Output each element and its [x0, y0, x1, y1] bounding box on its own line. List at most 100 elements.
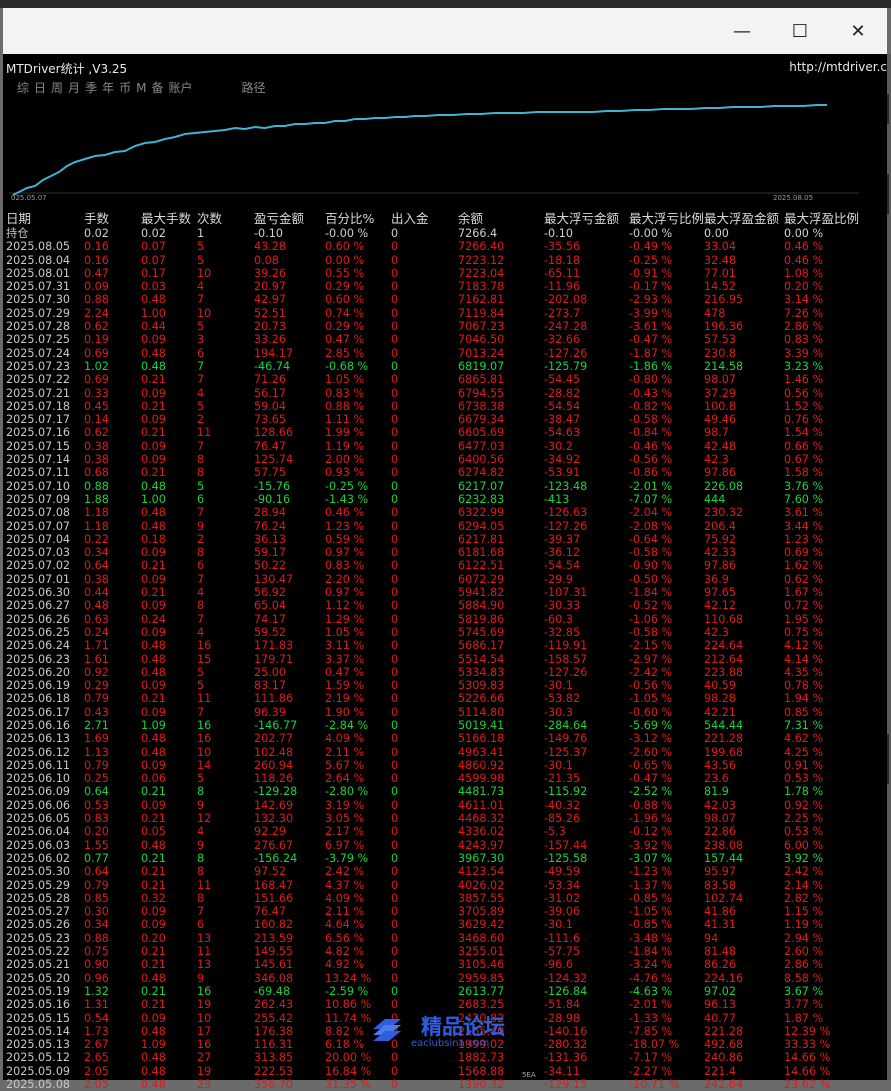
table-cell: 1.31	[84, 998, 109, 1012]
table-cell: 0.21	[141, 851, 166, 865]
tab-7[interactable]: M	[136, 81, 147, 95]
table-cell: 0	[391, 320, 399, 334]
table-cell: 36.9	[704, 572, 729, 586]
table-cell: 4123.54	[458, 865, 505, 879]
table-cell: 4	[197, 386, 205, 400]
table-cell: 3.77 %	[784, 998, 824, 1012]
table-cell: 22.86	[704, 825, 737, 839]
table-cell: 2025.06.27	[6, 599, 71, 613]
table-cell: 5819.86	[458, 612, 505, 626]
table-cell: 0.59 %	[325, 532, 365, 546]
table-cell: 2025.05.22	[6, 945, 71, 959]
table-cell: 230.32	[704, 506, 744, 520]
table-cell: 0	[391, 413, 399, 427]
table-row: 2025.07.08 1.18 0.48 7 28.94 0.46 % 0 6322.99 -1…	[6, 506, 863, 519]
table-cell: 95.97	[704, 865, 737, 879]
table-row: 2025.07.04 0.22 0.18 2 36.13 0.59 % 0 6217.81 -3…	[6, 533, 863, 546]
table-cell: -5.3	[544, 825, 566, 839]
table-cell: 0.93 %	[325, 466, 365, 480]
table-cell: 5226.66	[458, 692, 505, 706]
table-cell: 13.24 %	[325, 971, 372, 985]
table-cell: 74.17	[254, 612, 287, 626]
table-cell: 0.96	[84, 971, 109, 985]
table-cell: 2025.08.04	[6, 253, 71, 267]
tab-5[interactable]: 年	[102, 81, 115, 95]
tab-8[interactable]: 备	[151, 81, 164, 95]
table-cell: 1.78 %	[784, 785, 824, 799]
table-row: 2025.06.20 0.92 0.48 5 25.00 0.47 % 0 5334.83 -1…	[6, 666, 863, 679]
table-cell: 149.55	[254, 945, 294, 959]
table-row: 2025.05.22 0.75 0.21 11 149.55 4.82 % 0 3255.01…	[6, 945, 863, 958]
table-cell: 0.46 %	[784, 240, 824, 254]
table-cell: 5334.83	[458, 665, 505, 679]
table-cell: 1.54 %	[784, 426, 824, 440]
table-cell: 0.48	[141, 639, 166, 653]
tab-9[interactable]: 账户	[168, 81, 193, 95]
table-cell: -32.85	[544, 625, 581, 639]
table-cell: 7	[197, 705, 205, 719]
maximize-button[interactable]: ☐	[791, 20, 809, 42]
tab-2[interactable]: 周	[51, 81, 64, 95]
table-cell: 5	[197, 240, 205, 254]
table-cell: 110.68	[704, 612, 744, 626]
table-cell: -156.24	[254, 851, 298, 865]
title-bar[interactable]: — ☐ ✕	[3, 8, 887, 54]
table-cell: 6605.69	[458, 426, 505, 440]
table-cell: 2.60 %	[784, 945, 824, 959]
table-cell: 224.64	[704, 639, 744, 653]
tab-4[interactable]: 季	[85, 81, 98, 95]
tab-0[interactable]: 综	[17, 81, 30, 95]
table-cell: 221.28	[704, 1024, 744, 1038]
table-cell: -2.52 %	[629, 785, 673, 799]
table-cell: 2025.07.03	[6, 546, 71, 560]
table-cell: 98.07	[704, 373, 737, 387]
table-cell: 0.09	[141, 798, 166, 812]
table-cell: 43.56	[704, 758, 737, 772]
table-cell: -5.69 %	[629, 718, 673, 732]
table-cell: 0.47	[84, 266, 109, 280]
close-button[interactable]: ✕	[850, 20, 866, 42]
table-cell: 0	[391, 426, 399, 440]
table-cell: 7.26 %	[784, 306, 824, 320]
table-cell: 9	[197, 519, 205, 533]
table-cell: 11	[197, 878, 212, 892]
table-cell: 4	[197, 825, 205, 839]
table-cell: -140.16	[544, 1024, 588, 1038]
website-link[interactable]: http://mtdriver.c	[789, 60, 887, 74]
table-cell: -28.82	[544, 386, 581, 400]
table-cell: -0.58 %	[629, 546, 673, 560]
table-cell: 3.44 %	[784, 519, 824, 533]
table-row: 2025.06.17 0.43 0.09 7 96.39 1.90 % 0 5114.80 -3…	[6, 706, 863, 719]
table-cell: 128.66	[254, 426, 294, 440]
tab-6[interactable]: 币	[119, 81, 132, 95]
table-cell: -0.56 %	[629, 679, 673, 693]
table-cell: 1.88	[84, 492, 109, 506]
table-row: 2025.06.27 0.48 0.09 8 65.04 1.12 % 0 5884.90 -3…	[6, 599, 863, 612]
table-cell: 0.38	[84, 572, 109, 586]
table-cell: 2025.05.15	[6, 1011, 71, 1025]
table-cell: 3.05 %	[325, 812, 365, 826]
tab-1[interactable]: 日	[34, 81, 47, 95]
table-cell: -51.84	[544, 998, 581, 1012]
table-cell: 56.92	[254, 586, 287, 600]
table-cell: -1.06 %	[629, 612, 673, 626]
table-cell: 2025.06.20	[6, 665, 71, 679]
table-cell: 0.77	[84, 851, 109, 865]
table-cell: 16	[197, 984, 212, 998]
background-strip	[0, 0, 891, 8]
table-cell: 1.05 %	[325, 373, 365, 387]
table-cell: 2025.06.04	[6, 825, 71, 839]
tab-3[interactable]: 月	[68, 81, 81, 95]
table-cell: 1.19 %	[784, 918, 824, 932]
tab-path[interactable]: 路径	[241, 81, 266, 95]
table-cell: 2025.06.10	[6, 772, 71, 786]
table-cell: 4.25 %	[784, 745, 824, 759]
minimize-button[interactable]: —	[733, 20, 751, 42]
table-cell: 0.09	[141, 333, 166, 347]
table-cell: 1999.02	[458, 1038, 505, 1052]
table-cell: 6.00 %	[784, 838, 824, 852]
equity-end-label: 2025.08.05	[773, 194, 814, 202]
table-cell: 0.48	[141, 838, 166, 852]
column-header: 盈亏金额	[254, 212, 305, 226]
watermark-tag: 5EA	[522, 1071, 536, 1079]
